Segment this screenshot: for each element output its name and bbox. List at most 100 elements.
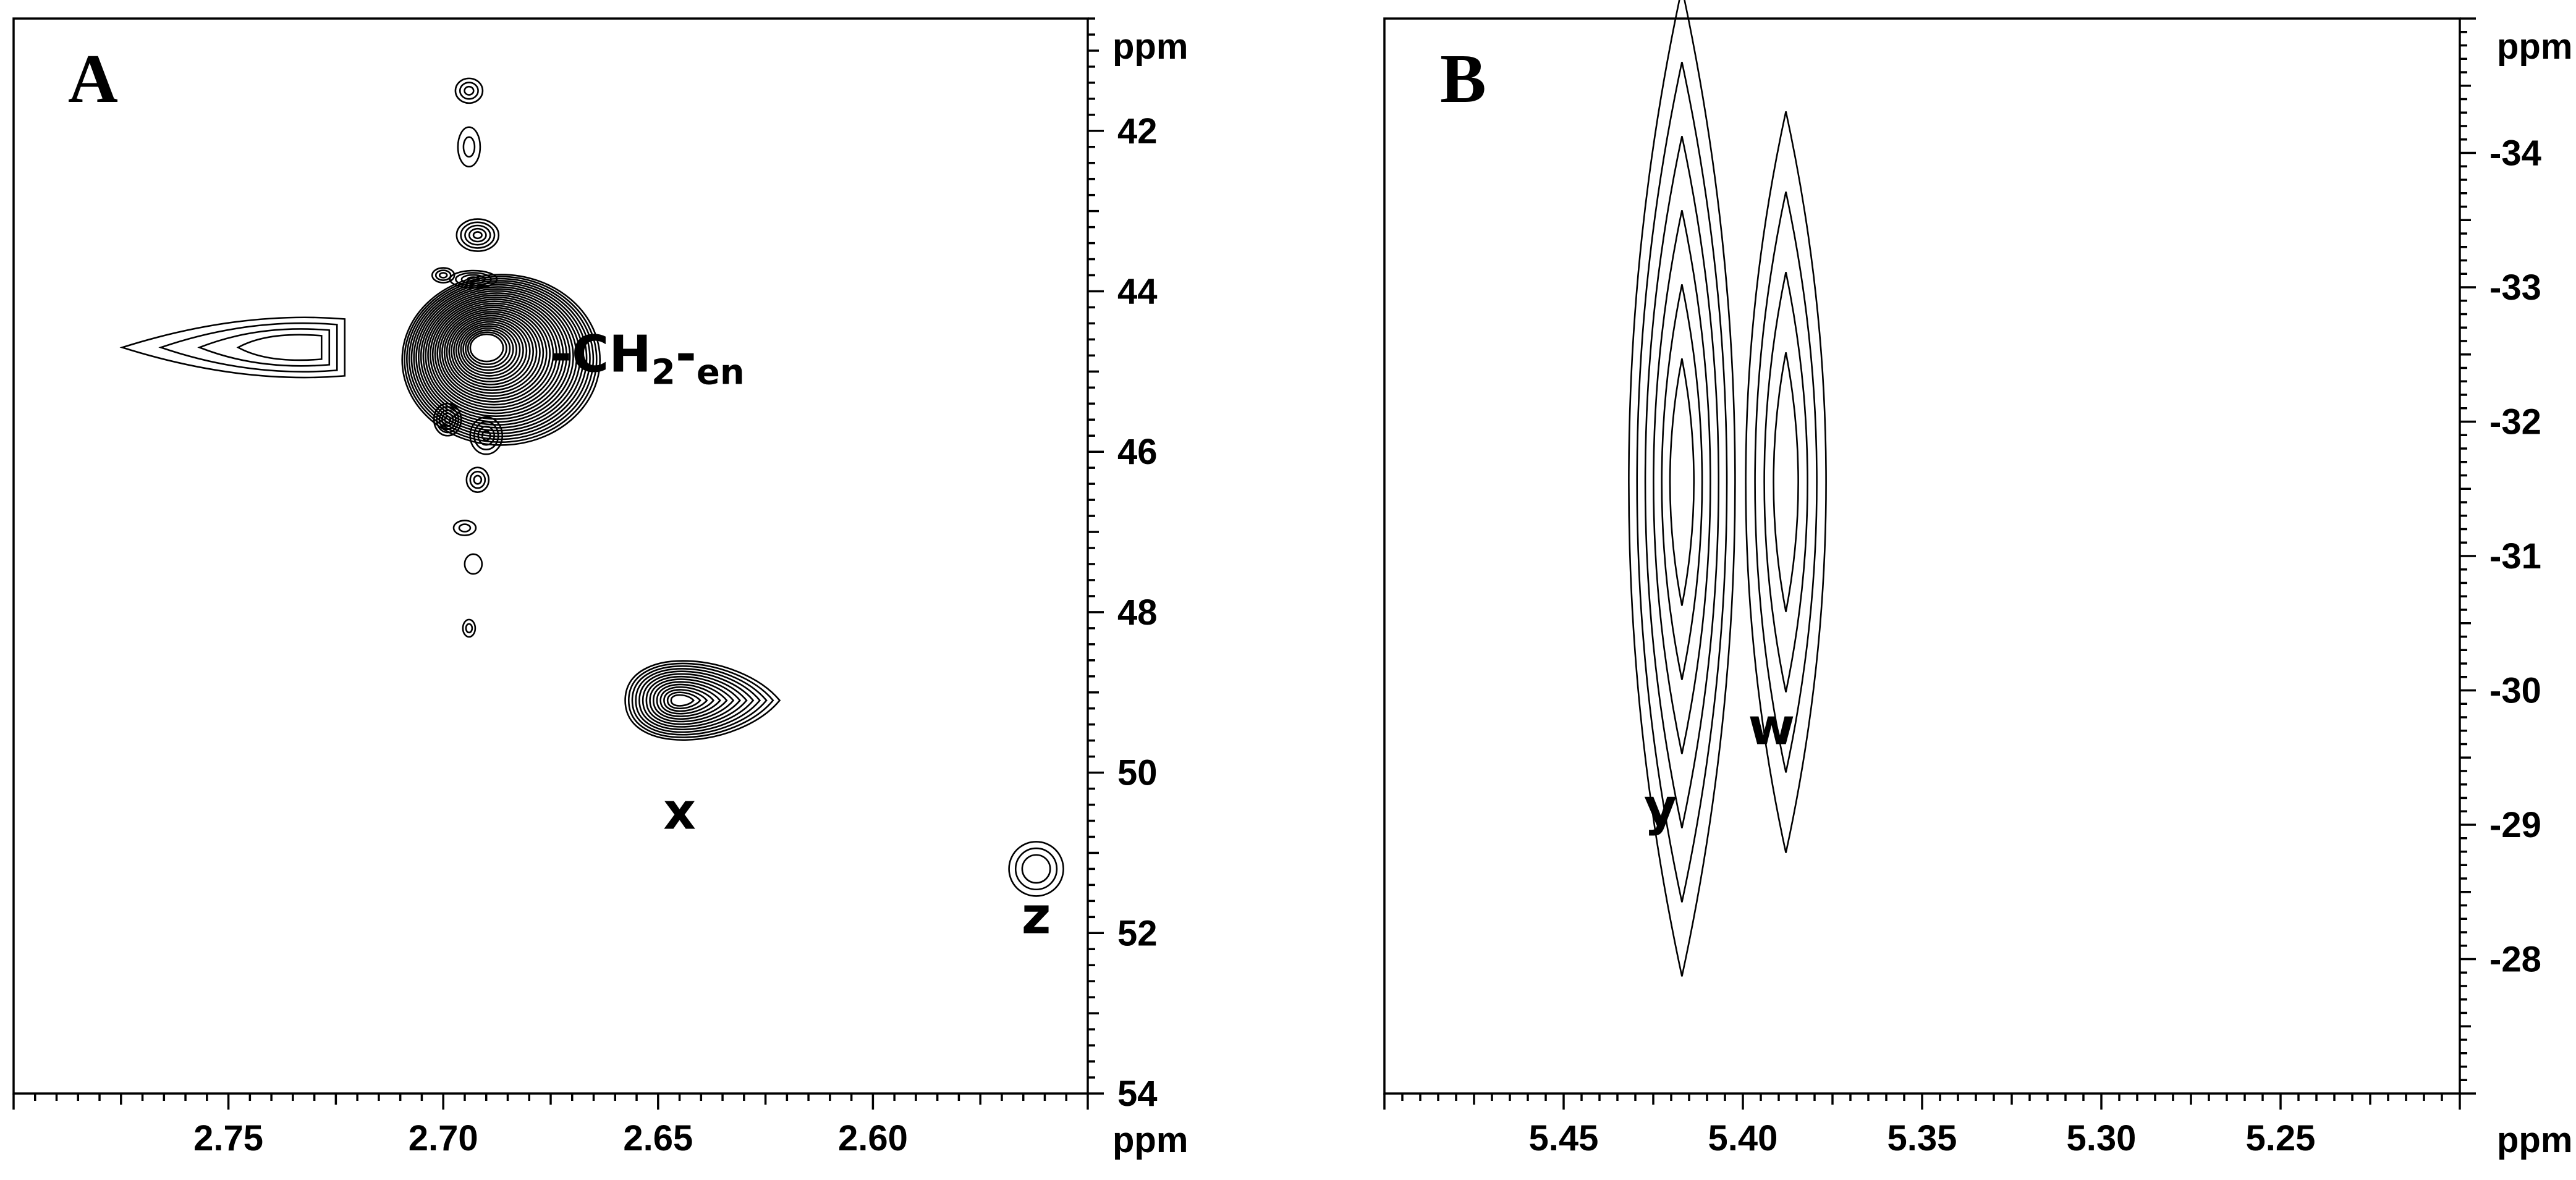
panel-a-satellite-peak-contour [464,553,483,575]
panel-b-y-tick-label: -28 [2489,940,2541,980]
panel-b: B 5.45 5.40 5.35 5.30 5.25 -34 -33 -32 -31 -30 -29… [1383,0,2572,1160]
panel-a-satellite-peak-contour [467,276,480,282]
panel-b-y-tick-label: -32 [2489,402,2541,442]
panel-b-x-tick-label: 5.45 [1529,1118,1599,1158]
panel-a-y-tick-label: 54 [1117,1074,1158,1114]
panel-a-plot-frame [12,17,1089,1095]
panel-a-x-tick-label: 2.75 [193,1118,263,1158]
panel-a-satellite-peak-contour [455,218,500,252]
panel-a-peak-x-contour [645,675,741,725]
panel-a-satellite-peak-contour [434,269,452,281]
panel-a-peak-x-contour [635,668,761,733]
panel-a-peak-x-contour [638,670,755,731]
panel-a-peak--ch2-en-contour [465,329,511,368]
panel-a-peak--ch2-en-contour [467,331,507,366]
panel-a-satellite-peak-contour [433,402,462,437]
panel-a-peak--ch2-en-contour [448,314,535,389]
panel-a-y-tick-label: 42 [1117,111,1158,151]
panel-b-x-axis-label: ppm [2497,1120,2572,1160]
panel-a-peak--ch2-en-contour [451,317,531,386]
panel-a-peak--ch2-en-contour [401,274,601,446]
panel-a-satellite-peak-contour [462,136,476,158]
panel-a-satellite-peak-contour [441,412,454,427]
panel-a-peak--ch2-en-contour [410,282,588,435]
panel-a-satellite-peak-contour [460,221,496,249]
panel-a-peak-artifact-contour [197,328,331,367]
panel-a-peak-x-contour [627,662,774,738]
panel-a-peak--ch2-en-contour [418,288,578,426]
panel-b-y-tick-label: -31 [2489,536,2541,576]
panel-b-y-tick-label: -29 [2489,805,2541,845]
panel-a-satellite-peak-contour [465,466,490,493]
panel-a-satellite-peak-contour [458,523,472,533]
panel-b-y-tick-label: -34 [2489,133,2541,174]
panel-b-peak-y-contour [1636,62,1728,903]
panel-a-peak--ch2-en-contour [439,306,548,400]
panel-a-satellite-peak-contour [477,425,496,446]
panel-b-peak-w-contour [1754,192,1818,773]
panel-a-peak--ch2-en-contour [436,305,551,403]
panel-a-peak--ch2-en-contour [443,311,541,394]
panel-a-peak-label: -CH2-en [551,325,745,392]
panel-a-satellite-peak-contour [462,618,477,638]
panel-a-peak--ch2-en-contour [434,302,554,406]
panel-a-peak-z-contour [1008,841,1064,897]
panel-a-peak-x-contour [642,673,748,728]
panel-b-peak-y-contour [1628,0,1736,977]
panel-a-peak-label: z [1022,887,1051,945]
panel-a-x-tick-label: 2.70 [409,1118,478,1158]
panel-a-satellite-peak-contour [465,623,473,634]
panel-b-peak-label: y [1644,778,1677,837]
panel-a-peak--ch2-en-contour [446,313,538,392]
panel-b-y-tick-label: -33 [2489,268,2541,308]
panel-a-y-tick-label: 52 [1117,913,1158,953]
panel-b-peak-w-contour [1773,352,1799,612]
panel-a-peak--ch2-en-contour [430,298,561,411]
panel-a-x-axis-label: ppm [1112,1120,1188,1160]
panel-b-x-tick-label: 5.30 [2067,1118,2137,1158]
panel-a-satellite-peak-contour [468,227,487,243]
panel-a-peak-x-contour [631,665,768,736]
panel-a-y-tick-label: 44 [1117,271,1158,311]
panel-a-satellite-peak-contour [469,471,486,489]
panel-a-peak-z-contour [1014,847,1058,891]
panel-a-satellite-peak-contour [472,231,483,240]
panel-a-peak--ch2-en-contour [457,323,521,377]
panel-b-peak-label: w [1748,698,1795,757]
panel-a-y-tick-label: 50 [1117,753,1158,793]
panel-a-satellite-peak-contour [481,430,491,442]
panel-a-satellite-peak-contour [459,82,479,100]
panel-a-peak-artifact-contour [119,316,346,379]
panel-a-peak--ch2-en-contour [431,300,557,409]
panel-b-contours [1628,0,1827,977]
panel-a-satellite-peak-contour [431,267,455,284]
panel-a-contours [119,77,1064,897]
panel-a-y-tick-label: 46 [1117,432,1158,472]
panel-a-x-tick-label: 2.65 [623,1118,693,1158]
panel-a-peak--ch2-en-contour [462,327,514,371]
panel-b-peak-w-contour [1745,111,1827,853]
panel-a-satellite-peak-contour [464,224,491,246]
panel-b-x-tick-label: 5.25 [2246,1118,2316,1158]
panel-a-peak--ch2-en-contour [406,277,595,440]
panel-a-peak--ch2-en-contour [427,296,564,415]
panel-a-peak--ch2-en-contour [425,294,568,418]
panel-a-peak--ch2-en-contour [441,308,544,397]
panel-a-satellite-peak-contour [438,409,457,431]
panel-a-satellite-peak-contour [469,416,504,455]
panel-b-peak-y-contour [1644,136,1720,828]
panel-a-peak-label: x [663,782,696,841]
panel-a-satellite-peak-contour [454,77,484,104]
panel-a-peak-x-contour [670,694,695,707]
panel-b-x-tick-label: 5.40 [1708,1118,1778,1158]
panel-a-satellite-peak-contour [473,474,483,485]
panel-b-x-tick-label: 5.35 [1888,1118,1957,1158]
panel-a-peak--ch2-en-contour [460,325,518,374]
panel-a-peak--ch2-en-contour [469,333,504,363]
panel-a-peak-x-contour [649,678,735,723]
panel-a-peak-x-contour [656,683,721,717]
panel-a-peak-z-contour [1021,854,1051,884]
panel-b-y-tick-label: -30 [2489,671,2541,711]
panel-a-y-axis-label: ppm [1112,27,1188,67]
